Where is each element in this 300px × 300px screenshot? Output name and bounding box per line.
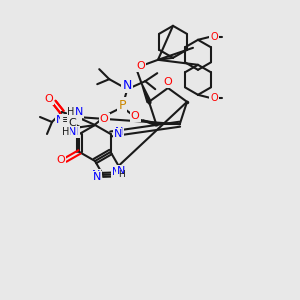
Text: C: C bbox=[68, 118, 76, 128]
Text: N: N bbox=[112, 167, 119, 177]
Text: N: N bbox=[114, 127, 123, 137]
Text: O: O bbox=[136, 61, 146, 71]
Text: O: O bbox=[210, 93, 218, 103]
Text: N: N bbox=[116, 166, 125, 176]
Text: ≡: ≡ bbox=[61, 115, 71, 125]
Text: N: N bbox=[73, 110, 81, 120]
Text: O: O bbox=[210, 93, 218, 103]
Text: O: O bbox=[45, 94, 53, 104]
Text: N: N bbox=[92, 170, 100, 180]
Text: H: H bbox=[66, 127, 73, 137]
Text: N: N bbox=[123, 79, 132, 92]
Text: N: N bbox=[75, 107, 83, 117]
Text: N: N bbox=[70, 127, 79, 137]
Text: N: N bbox=[113, 129, 122, 139]
Text: O: O bbox=[100, 114, 109, 124]
Text: H: H bbox=[62, 128, 69, 138]
Text: P: P bbox=[118, 99, 126, 112]
Text: O: O bbox=[56, 155, 65, 165]
Text: H: H bbox=[67, 107, 75, 117]
Polygon shape bbox=[138, 119, 157, 126]
Text: O: O bbox=[164, 77, 172, 87]
Text: O: O bbox=[210, 32, 218, 42]
Text: N: N bbox=[56, 115, 64, 125]
Text: N: N bbox=[93, 172, 101, 182]
Text: H: H bbox=[118, 170, 124, 179]
Text: N: N bbox=[68, 127, 76, 137]
Polygon shape bbox=[141, 82, 151, 103]
Text: O: O bbox=[210, 32, 218, 42]
Text: H: H bbox=[62, 127, 69, 137]
Text: O: O bbox=[131, 111, 140, 121]
